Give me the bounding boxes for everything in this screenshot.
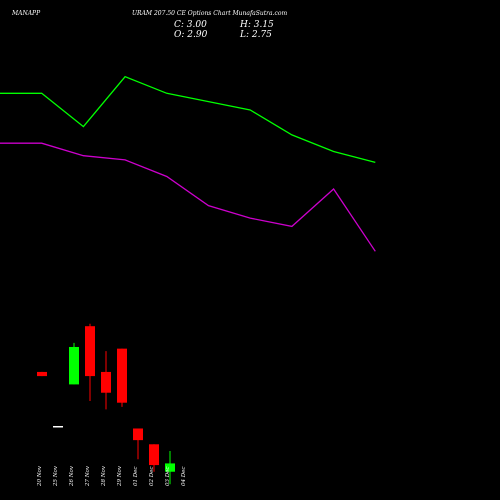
x-tick-label: 03 Dec (165, 467, 171, 487)
candle-body (165, 463, 175, 472)
candle-body (117, 348, 127, 403)
candle-03-dec (165, 450, 175, 485)
chart-symbol: MANAPP (12, 10, 41, 17)
candle-body (85, 326, 95, 377)
upper-indicator-line (0, 75, 376, 164)
candle-01-dec (133, 428, 143, 460)
x-tick-label: 28 Nov (101, 465, 107, 487)
candle-26-nov (69, 342, 79, 385)
ohlc-low: L: 2.75 (240, 30, 272, 40)
ohlc-open: O: 2.90 (174, 30, 208, 40)
lower-indicator-line (0, 142, 376, 252)
x-tick-label: 29 Nov (117, 465, 123, 487)
candle-body (101, 371, 111, 393)
ohlc-close: C: 3.00 (174, 20, 207, 30)
x-tick-label: 25 Nov (53, 465, 59, 487)
x-tick-label: 26 Nov (69, 465, 75, 487)
candle-02-dec (149, 444, 159, 472)
candle-body (133, 428, 143, 441)
x-tick-label: 20 Nov (37, 465, 43, 487)
candle-body (53, 425, 63, 428)
x-tick-label: 02 Dec (149, 467, 155, 487)
x-tick-label: 04 Dec (181, 467, 187, 487)
candle-28-nov (101, 351, 111, 410)
candle-20-nov (37, 371, 47, 377)
candle-29-nov (117, 348, 127, 407)
x-tick-label: 01 Dec (133, 467, 139, 487)
candle-25-nov (53, 425, 63, 428)
x-tick-label: 27 Nov (85, 465, 91, 487)
ohlc-high: H: 3.15 (240, 20, 274, 30)
candle-body (37, 371, 47, 377)
candle-body (69, 346, 79, 385)
candle-body (149, 444, 159, 466)
candle-27-nov (85, 323, 95, 402)
chart-title: URAM 207.50 CE Options Chart MunafaSutra… (132, 10, 288, 17)
